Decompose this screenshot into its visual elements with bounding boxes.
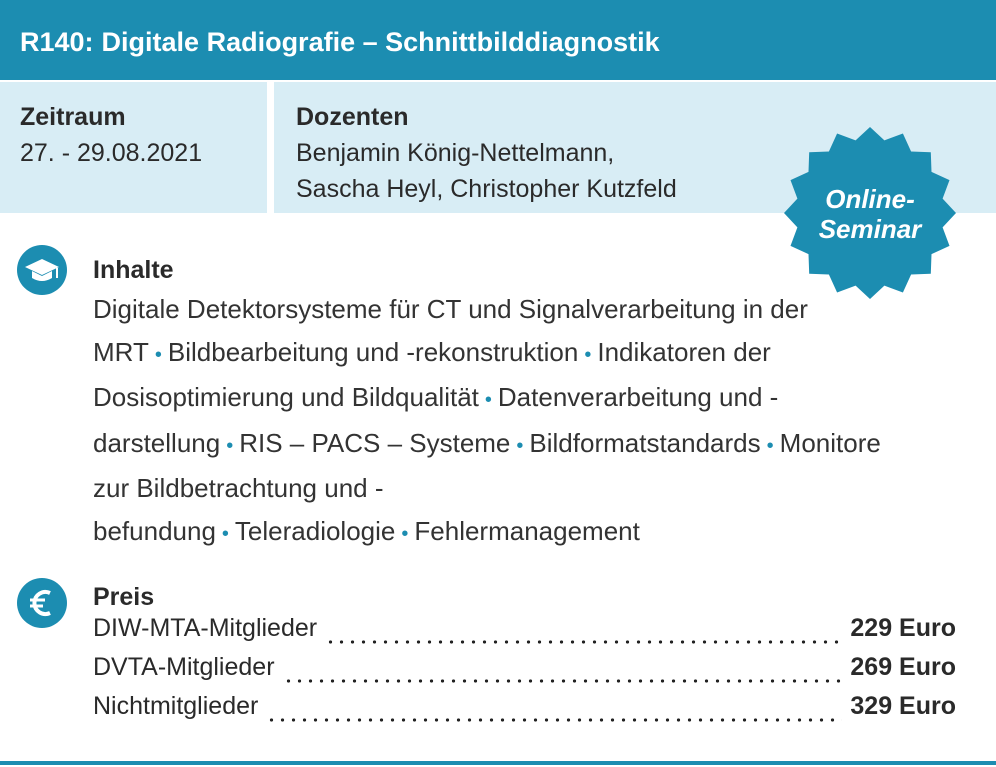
content-item: Fehlermanagement — [414, 515, 640, 546]
price-amount: 229 Euro — [850, 614, 956, 642]
separator: • — [584, 343, 592, 366]
content-item: Bildformatstandards — [529, 427, 761, 458]
separator: • — [516, 434, 524, 457]
contents-icon — [17, 245, 67, 295]
badge-text: Seminar — [819, 214, 923, 244]
price-row: DVTA-Mitglieder 269 Euro — [93, 653, 956, 692]
separator: • — [221, 522, 229, 545]
dot-leader — [325, 639, 843, 644]
content-item: Datenverarbeitung und -darstellung — [93, 382, 779, 458]
lecturer-line: Benjamin König-Nettelmann, — [296, 139, 615, 167]
dot-leader — [266, 717, 843, 722]
badge-text: Online- — [825, 184, 915, 214]
content-item: Bildbearbeitung und -rekonstruktion — [167, 336, 579, 367]
price-heading: Preis — [93, 583, 155, 611]
price-list: DIW-MTA-Mitglieder 229 Euro DVTA-Mitgliede… — [93, 614, 956, 731]
online-badge: Online- Seminar — [784, 127, 956, 299]
dot-leader — [282, 678, 843, 683]
price-amount: 269 Euro — [850, 653, 956, 681]
lecturers-label: Dozenten — [296, 103, 409, 131]
separator: • — [154, 343, 162, 366]
separator: • — [766, 434, 774, 457]
period-label: Zeitraum — [20, 103, 126, 131]
course-title: Digitale Radiografie – Schnittbilddiagno… — [101, 27, 660, 57]
period-value: 27. - 29.08.2021 — [20, 139, 203, 167]
separator: • — [484, 389, 492, 411]
price-icon — [17, 578, 67, 628]
separator: • — [226, 434, 234, 457]
bottom-rule — [0, 761, 996, 765]
content-item: Monitore zur Bildbetrachtung und -befund… — [93, 427, 881, 546]
contents-text: Digitale Detektorsysteme für CT und Sign… — [93, 288, 923, 555]
period-panel: Zeitraum 27. - 29.08.2021 — [0, 82, 267, 213]
lecturer-line: Sascha Heyl, Christopher Kutzfeld — [296, 175, 677, 203]
content-item: Digitale Detektorsysteme für CT und Sign… — [93, 294, 808, 367]
header: R140: Digitale Radiografie – Schnittbildd… — [0, 0, 996, 80]
price-amount: 329 Euro — [850, 692, 956, 720]
price-label: DIW-MTA-Mitglieder — [93, 614, 318, 642]
price-label: Nichtmitglieder — [93, 692, 259, 720]
content-item: RIS – PACS – Systeme — [239, 427, 511, 458]
separator: • — [401, 522, 409, 545]
content-item: Indikatoren der Dosisoptimierung und Bil… — [93, 336, 771, 413]
contents-heading: Inhalte — [93, 256, 174, 284]
price-row: Nichtmitglieder 329 Euro — [93, 692, 956, 731]
price-row: DIW-MTA-Mitglieder 229 Euro — [93, 614, 956, 653]
badge-shape — [784, 127, 956, 299]
course-code: R140: — [20, 27, 94, 57]
content-item: Teleradiologie — [234, 515, 396, 546]
price-label: DVTA-Mitglieder — [93, 653, 275, 681]
